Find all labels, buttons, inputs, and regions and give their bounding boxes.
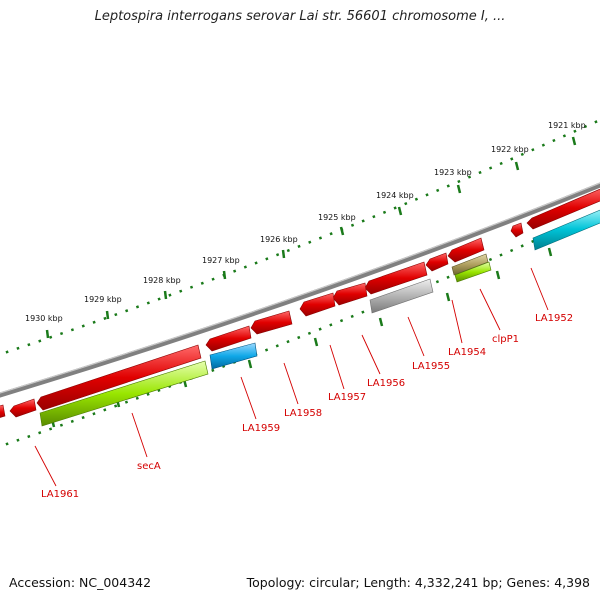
gene-feature[interactable] <box>532 208 600 251</box>
gene-label[interactable]: secA <box>137 461 161 472</box>
gene-feature[interactable] <box>39 360 209 427</box>
gene-label[interactable]: LA1957 <box>328 392 366 403</box>
gene-label[interactable]: LA1956 <box>367 378 405 389</box>
gene-feature[interactable] <box>425 252 449 272</box>
gene-label[interactable]: LA1955 <box>412 361 450 372</box>
topology-text: Topology: circular; Length: 4,332,241 bp… <box>246 575 590 590</box>
scale-ring-outer <box>0 118 600 356</box>
scale-label: 1921 kbp <box>548 121 586 130</box>
scale-label: 1923 kbp <box>434 168 472 177</box>
gene-label[interactable]: LA1954 <box>448 347 486 358</box>
scale-label: 1930 kbp <box>25 314 63 323</box>
gene-label[interactable]: LA1958 <box>284 408 322 419</box>
scale-label: 1925 kbp <box>318 213 356 222</box>
map-title: Leptospira interrogans serovar Lai str. … <box>94 9 506 24</box>
backbone-arc-highlight <box>0 182 600 394</box>
scale-ring-inner <box>0 210 600 448</box>
accession-text: Accession: NC_004342 <box>9 575 152 590</box>
scale-major-ticks <box>45 136 577 339</box>
gene-feature[interactable] <box>447 237 485 263</box>
scale-label: 1924 kbp <box>376 191 414 200</box>
gene-labels: LA1952 clpP1 LA1954 LA1955 LA1956 LA1957… <box>41 313 573 500</box>
gene-features-red <box>0 187 600 419</box>
scale-label: 1922 kbp <box>491 145 529 154</box>
label-leader-lines <box>34 267 549 487</box>
scale-label: 1926 kbp <box>260 235 298 244</box>
gene-label[interactable]: LA1952 <box>535 313 573 324</box>
gene-label[interactable]: clpP1 <box>492 334 519 345</box>
gene-feature[interactable] <box>369 278 434 314</box>
scale-label: 1928 kbp <box>143 276 181 285</box>
scale-label: 1927 kbp <box>202 256 240 265</box>
gene-label[interactable]: LA1961 <box>41 489 79 500</box>
gene-feature[interactable] <box>209 342 258 370</box>
backbone-arc <box>0 182 600 398</box>
gene-feature[interactable] <box>451 253 489 276</box>
gene-feature[interactable] <box>250 310 293 335</box>
gene-features-colored <box>39 208 600 427</box>
gene-feature[interactable] <box>9 398 37 418</box>
scale-label: 1929 kbp <box>84 295 122 304</box>
gene-feature[interactable] <box>526 187 600 230</box>
scale-labels: 1921 kbp 1922 kbp 1923 kbp 1924 kbp 1925… <box>25 121 586 323</box>
gene-feature[interactable] <box>299 292 336 317</box>
gene-feature[interactable] <box>0 404 6 419</box>
gene-label[interactable]: LA1959 <box>242 423 280 434</box>
gene-feature[interactable] <box>454 261 492 283</box>
gene-feature[interactable] <box>205 325 252 352</box>
gene-feature[interactable] <box>36 344 202 411</box>
gene-feature[interactable] <box>510 222 524 238</box>
